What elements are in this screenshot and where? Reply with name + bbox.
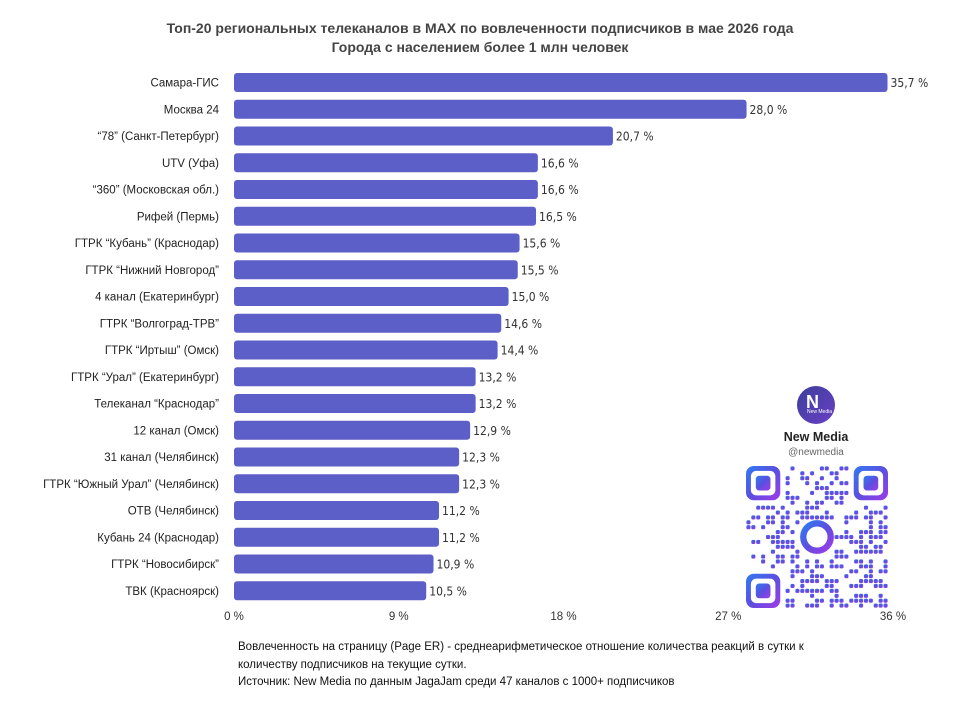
x-tick-label-3: 27 % — [715, 611, 741, 623]
bar-1 — [234, 99, 747, 119]
value-label-1: 28,0 % — [750, 103, 788, 117]
value-label-19: 10,5 % — [429, 584, 467, 598]
category-label-1: Москва 24 — [164, 104, 220, 116]
value-label-3: 16,6 % — [541, 156, 579, 170]
value-label-15: 12,3 % — [462, 477, 500, 491]
bar-19 — [234, 581, 427, 601]
bar-18 — [234, 554, 434, 574]
value-label-5: 16,5 % — [539, 210, 577, 224]
value-label-9: 14,6 % — [504, 317, 542, 331]
category-label-13: 12 канал (Омск) — [133, 425, 219, 437]
bar-0 — [234, 73, 888, 92]
bar-14 — [234, 447, 460, 467]
footer-line-3: Источник: New Media по данным JagaJam ср… — [238, 676, 675, 688]
bar-8 — [234, 287, 509, 306]
value-label-12: 13,2 % — [479, 397, 517, 411]
new-media-logo-icon: N New Media — [797, 386, 835, 424]
category-label-8: 4 канал (Екатеринбург) — [95, 292, 219, 304]
x-tick-label-1: 9 % — [389, 611, 409, 623]
bar-11 — [234, 367, 476, 387]
logo-letter: N — [806, 392, 819, 412]
category-label-17: Кубань 24 (Краснодар) — [97, 532, 219, 544]
bar-13 — [234, 420, 471, 440]
category-label-15: ГТРК “Южный Урал” (Челябинск) — [43, 479, 219, 491]
value-label-13: 12,9 % — [473, 424, 511, 438]
value-label-0: 35,7 % — [891, 76, 929, 90]
category-label-12: Телеканал “Краснодар” — [94, 399, 219, 411]
bar-7 — [234, 260, 518, 280]
bar-15 — [234, 474, 460, 494]
category-label-5: Рифей (Пермь) — [137, 211, 219, 223]
bar-12 — [234, 394, 476, 413]
bar-4 — [234, 180, 538, 199]
category-label-11: ГТРК “Урал” (Екатеринбург) — [71, 372, 219, 384]
brand-block: N New Media New Media @newmedia — [740, 386, 892, 458]
footer-line-2: количеству подписчиков на текущие сутки. — [238, 658, 467, 671]
value-label-4: 16,6 % — [541, 183, 579, 197]
brand-name: New Media — [783, 430, 849, 444]
category-label-2: “78” (Санкт-Петербург) — [98, 131, 220, 143]
category-label-6: ГТРК “Кубань” (Краснодар) — [75, 238, 219, 250]
value-label-11: 13,2 % — [479, 370, 517, 384]
category-label-10: ГТРК “Иртыш” (Омск) — [105, 345, 219, 357]
bar-2 — [234, 126, 613, 146]
category-label-4: “360” (Московская обл.) — [93, 185, 219, 197]
value-label-16: 11,2 % — [442, 504, 480, 518]
category-label-9: ГТРК “Волгоград-ТРВ” — [100, 318, 219, 330]
value-label-7: 15,5 % — [521, 263, 559, 277]
footer-line-1: Вовлеченность на страницу (Page ER) - ср… — [238, 641, 804, 653]
x-tick-label-4: 36 % — [880, 611, 906, 623]
title-line-2: Города с населением более 1 млн человек — [331, 39, 629, 55]
chart-title: Топ-20 региональных телеканалов в MAX по… — [0, 19, 960, 57]
category-label-18: ГТРК “Новосибирск” — [111, 559, 219, 571]
bar-chart: Самара-ГИС 35,7 % Москва 24 28,0 % “78” (Сан… — [43, 73, 929, 623]
value-label-6: 15,6 % — [523, 237, 561, 251]
value-label-2: 20,7 % — [616, 130, 654, 144]
logo-small-text: New Media — [807, 409, 833, 415]
bar-5 — [234, 206, 537, 226]
bar-6 — [234, 233, 520, 253]
category-label-7: ГТРК “Нижний Новгород” — [85, 265, 219, 277]
category-label-16: ОТВ (Челябинск) — [128, 506, 219, 518]
category-label-14: 31 канал (Челябинск) — [104, 452, 219, 464]
brand-handle: @newmedia — [788, 447, 844, 458]
value-label-10: 14,4 % — [501, 344, 539, 358]
value-label-17: 11,2 % — [442, 531, 480, 545]
qr-code-icon — [746, 466, 888, 608]
category-label-19: ТВК (Красноярск) — [125, 586, 219, 598]
category-label-0: Самара-ГИС — [150, 78, 219, 90]
bar-10 — [234, 340, 498, 360]
value-label-18: 10,9 % — [437, 558, 475, 572]
title-line-1: Топ-20 региональных телеканалов в MAX по… — [166, 20, 794, 36]
value-label-14: 12,3 % — [462, 451, 500, 465]
category-label-3: UTV (Уфа) — [162, 158, 219, 170]
bar-3 — [234, 153, 538, 173]
bar-9 — [234, 313, 502, 333]
bar-17 — [234, 527, 440, 547]
bar-16 — [234, 501, 440, 520]
x-tick-label-2: 18 % — [550, 611, 576, 623]
value-label-8: 15,0 % — [512, 290, 550, 304]
footer-note: Вовлеченность на страницу (Page ER) - ср… — [238, 639, 878, 692]
x-tick-label-0: 0 % — [224, 611, 244, 623]
